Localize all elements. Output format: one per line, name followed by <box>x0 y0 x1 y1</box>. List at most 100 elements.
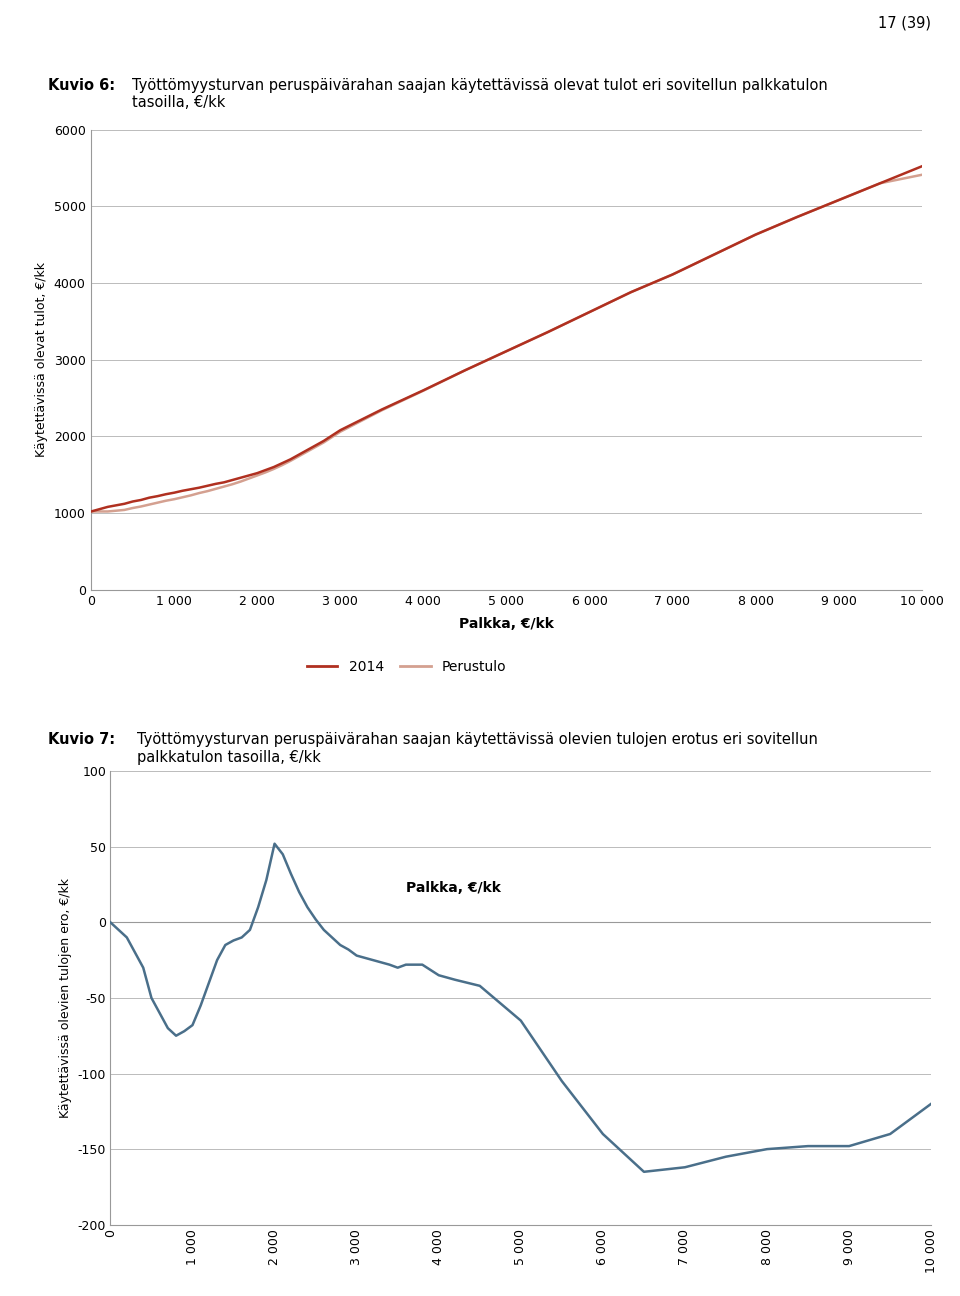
Perustulo <box>210 481 222 496</box>
2014 <box>750 227 761 242</box>
Text: Työttömyysturvan peruspäivärahan saajan käytettävissä olevat tulot eri sovitellu: Työttömyysturvan peruspäivärahan saajan … <box>132 78 828 110</box>
Text: Työttömyysturvan peruspäivärahan saajan käytettävissä olevien tulojen erotus eri: Työttömyysturvan peruspäivärahan saajan … <box>137 732 818 765</box>
2014 <box>459 363 470 378</box>
Perustulo <box>791 209 803 224</box>
Perustulo <box>193 485 204 500</box>
2014 <box>625 284 636 299</box>
Perustulo <box>260 464 272 480</box>
2014 <box>285 451 297 467</box>
X-axis label: Palkka, €/kk: Palkka, €/kk <box>459 617 554 631</box>
Perustulo <box>875 175 886 191</box>
Line: 2014: 2014 <box>91 166 922 512</box>
2014 <box>542 324 554 340</box>
Perustulo <box>218 478 229 494</box>
Perustulo <box>832 192 845 207</box>
2014 <box>791 209 803 224</box>
2014 <box>584 305 595 320</box>
Perustulo <box>500 343 512 359</box>
Perustulo <box>459 363 470 378</box>
2014 <box>418 382 429 398</box>
Perustulo <box>144 496 156 512</box>
2014 <box>252 465 263 481</box>
Perustulo <box>418 382 429 398</box>
2014 <box>326 428 338 443</box>
2014 <box>268 459 279 474</box>
Perustulo <box>750 227 761 242</box>
Perustulo <box>169 491 180 507</box>
2014 <box>832 192 845 207</box>
2014 <box>85 504 97 520</box>
Perustulo <box>94 504 106 520</box>
Text: Kuvio 6:: Kuvio 6: <box>48 78 120 93</box>
Perustulo <box>293 448 304 464</box>
Perustulo <box>285 454 297 469</box>
Perustulo <box>276 457 288 473</box>
Perustulo <box>102 504 113 520</box>
2014 <box>301 442 313 457</box>
Perustulo <box>625 284 636 299</box>
2014 <box>500 343 512 359</box>
Perustulo <box>268 461 279 477</box>
2014 <box>260 463 272 478</box>
2014 <box>94 502 106 517</box>
Perustulo <box>135 499 147 515</box>
Perustulo <box>252 468 263 483</box>
2014 <box>110 498 122 513</box>
2014 <box>376 402 388 417</box>
Perustulo <box>119 502 131 517</box>
Perustulo <box>542 324 554 340</box>
Text: 17 (39): 17 (39) <box>878 16 931 31</box>
Line: Perustulo: Perustulo <box>91 175 922 512</box>
Perustulo <box>334 424 346 439</box>
2014 <box>152 489 163 504</box>
2014 <box>293 447 304 463</box>
Perustulo <box>127 500 138 516</box>
Perustulo <box>177 490 188 505</box>
2014 <box>227 472 238 487</box>
2014 <box>666 267 678 283</box>
2014 <box>235 470 247 486</box>
2014 <box>160 486 172 502</box>
Perustulo <box>584 305 595 320</box>
Text: Kuvio 7:: Kuvio 7: <box>48 732 120 748</box>
Perustulo <box>185 487 197 503</box>
Perustulo <box>708 246 720 262</box>
2014 <box>102 499 113 515</box>
Perustulo <box>202 483 213 499</box>
2014 <box>144 490 156 505</box>
Perustulo <box>326 429 338 445</box>
2014 <box>210 476 222 491</box>
Perustulo <box>227 477 238 492</box>
Perustulo <box>110 503 122 518</box>
2014 <box>218 474 229 490</box>
Perustulo <box>318 434 329 450</box>
Perustulo <box>310 439 322 455</box>
2014 <box>135 492 147 508</box>
2014 <box>708 246 720 262</box>
Perustulo <box>235 474 247 490</box>
Perustulo <box>160 492 172 508</box>
2014 <box>119 496 131 512</box>
Perustulo <box>666 267 678 283</box>
2014 <box>185 481 197 496</box>
Perustulo <box>152 495 163 511</box>
Text: Palkka, €/kk: Palkka, €/kk <box>406 881 501 896</box>
2014 <box>177 483 188 499</box>
2014 <box>318 433 329 448</box>
Perustulo <box>85 504 97 520</box>
Y-axis label: Käytettävissä olevat tulot, €/kk: Käytettävissä olevat tulot, €/kk <box>36 262 48 457</box>
Legend: 2014, Perustulo: 2014, Perustulo <box>301 654 513 679</box>
2014 <box>276 455 288 470</box>
2014 <box>127 494 138 509</box>
Y-axis label: Käytettävissä olevien tulojen ero, €/kk: Käytettävissä olevien tulojen ero, €/kk <box>60 877 72 1118</box>
2014 <box>243 468 254 483</box>
2014 <box>310 438 322 454</box>
Perustulo <box>376 403 388 419</box>
2014 <box>916 158 927 174</box>
Perustulo <box>243 470 254 486</box>
2014 <box>334 422 346 438</box>
2014 <box>202 478 213 494</box>
2014 <box>875 175 886 191</box>
2014 <box>193 480 204 495</box>
Perustulo <box>301 443 313 460</box>
